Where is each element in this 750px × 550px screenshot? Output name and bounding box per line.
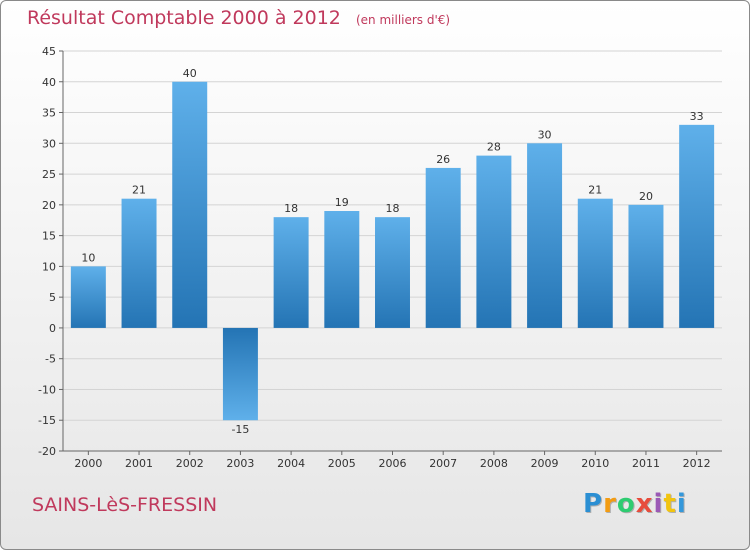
chart-title: Résultat Comptable 2000 à 2012 (27, 7, 341, 29)
value-labels: 10 21 40 -15 18 19 18 26 28 30 21 20 33 (81, 67, 703, 436)
value-label: 10 (81, 251, 95, 264)
x-tick-label: 2005 (328, 457, 356, 470)
bar-2008 (476, 155, 512, 328)
bar-2006 (375, 217, 410, 328)
value-label: 40 (183, 67, 197, 80)
logo-letter: t (663, 489, 677, 519)
y-tick-label: -5 (45, 353, 56, 366)
proxiti-logo: Proxiti (583, 489, 687, 519)
logo-letter: r (603, 489, 617, 519)
bar-2004 (273, 217, 309, 328)
y-tick-label: 20 (42, 199, 56, 212)
bar-2000 (70, 266, 106, 328)
x-tick-labels: 2000 2001 2002 2003 2004 2005 2006 2007 2008 2009… (74, 457, 710, 470)
bar-2012 (679, 124, 715, 328)
chart-unit-label: (en milliers d'€) (355, 13, 451, 27)
x-tick-label: 2000 (74, 457, 102, 470)
x-tick-label: 2004 (277, 457, 305, 470)
x-tick-label: 2007 (429, 457, 457, 470)
bar-2009 (527, 143, 563, 328)
value-label: 19 (335, 196, 349, 209)
bar-2003 (222, 327, 258, 421)
value-label: 30 (538, 128, 552, 141)
bar-2005 (324, 211, 360, 328)
logo-letter: o (616, 489, 636, 519)
x-tick-label: 2009 (531, 457, 559, 470)
y-tick-label: -20 (38, 445, 56, 458)
x-tick-label: 2008 (480, 457, 508, 470)
bar-2010 (577, 198, 613, 328)
value-label: 33 (690, 110, 704, 123)
bar-2002 (172, 81, 208, 328)
x-tick-label: 2003 (226, 457, 254, 470)
value-label: 18 (284, 202, 298, 215)
y-tick-label: 40 (42, 76, 56, 89)
value-label: 26 (436, 153, 450, 166)
y-tick-label: -15 (38, 414, 56, 427)
logo-letter: P (583, 489, 604, 519)
logo-letter: i (653, 489, 664, 519)
y-tick-labels: -20 -15 -10 -5 0 5 10 15 20 25 30 35 40 45 (38, 45, 56, 458)
x-tick-label: 2012 (683, 457, 711, 470)
y-tick-label: 30 (42, 137, 56, 150)
commune-name: SAINS-LèS-FRESSIN (32, 494, 218, 516)
axes (59, 50, 722, 455)
x-tick-label: 2006 (379, 457, 407, 470)
value-label: 21 (132, 184, 146, 197)
value-label: -15 (231, 423, 249, 436)
title-row: Résultat Comptable 2000 à 2012 (en milli… (27, 7, 450, 29)
y-tick-label: -10 (38, 383, 56, 396)
value-label: 18 (386, 202, 400, 215)
y-tick-label: 5 (49, 291, 56, 304)
x-tick-label: 2011 (632, 457, 660, 470)
y-tick-label: 25 (42, 168, 56, 181)
x-tick-label: 2010 (581, 457, 609, 470)
y-tick-label: 45 (42, 45, 56, 58)
value-label: 28 (487, 141, 501, 154)
value-label: 21 (588, 184, 602, 197)
logo-letter: x (635, 489, 654, 519)
bar-2007 (425, 167, 461, 328)
x-tick-label: 2001 (125, 457, 153, 470)
bars (70, 81, 715, 421)
value-label: 20 (639, 190, 653, 203)
y-tick-label: 0 (49, 322, 56, 335)
y-tick-label: 15 (42, 230, 56, 243)
y-tick-label: 10 (42, 260, 56, 273)
logo-letter: i (676, 489, 687, 519)
x-tick-label: 2002 (176, 457, 204, 470)
bar-2001 (121, 198, 157, 328)
y-tick-label: 35 (42, 107, 56, 120)
bar-2011 (628, 204, 664, 328)
